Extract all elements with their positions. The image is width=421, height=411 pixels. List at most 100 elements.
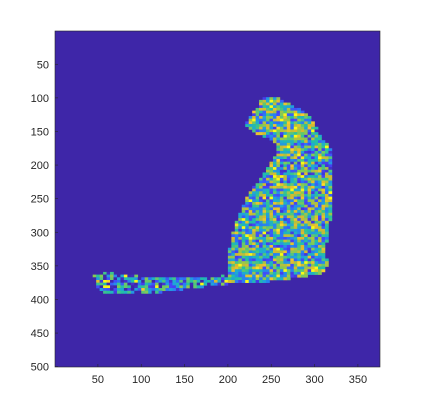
heatmap-cell	[321, 180, 326, 184]
heatmap-cell	[155, 290, 159, 294]
heatmap-cell	[286, 234, 291, 238]
heatmap-cell	[158, 285, 163, 289]
heatmap-cell	[123, 288, 128, 292]
heatmap-cell	[141, 288, 145, 292]
heatmap-cell	[328, 167, 333, 171]
heatmap-cell	[96, 274, 100, 278]
heatmap-cell	[307, 210, 312, 214]
heatmap-cell	[304, 142, 308, 146]
heatmap-cell	[293, 110, 298, 114]
heatmap-cell	[300, 188, 305, 192]
heatmap-cell	[290, 218, 295, 222]
heatmap-cell	[297, 234, 301, 238]
heatmap-cell	[276, 269, 281, 273]
heatmap-cell	[252, 250, 256, 254]
heatmap-cell	[217, 279, 222, 283]
heatmap-cell	[137, 282, 142, 286]
heatmap-cell	[179, 288, 184, 292]
heatmap-cell	[318, 169, 322, 173]
heatmap-cell	[266, 183, 270, 187]
heatmap-cell	[186, 282, 191, 286]
heatmap-cell	[286, 193, 291, 197]
heatmap-cell	[293, 124, 298, 128]
heatmap-cell	[96, 277, 100, 281]
heatmap-cell	[227, 255, 232, 259]
heatmap-cell	[276, 116, 281, 119]
heatmap-cell	[297, 274, 301, 278]
heatmap-cell	[262, 255, 267, 259]
heatmap-cell	[283, 269, 288, 273]
heatmap-cell	[314, 266, 319, 270]
heatmap-cell	[189, 285, 194, 289]
heatmap-cell	[224, 274, 229, 278]
heatmap-cell	[210, 279, 215, 283]
heatmap-cell	[269, 188, 274, 192]
heatmap-cell	[286, 145, 291, 149]
heatmap-cell	[286, 113, 291, 117]
heatmap-cell	[297, 220, 301, 224]
heatmap-cell	[290, 134, 295, 138]
heatmap-cell	[276, 113, 281, 117]
heatmap-cell	[272, 212, 277, 216]
heatmap-cell	[318, 207, 322, 211]
heatmap-cell	[231, 271, 236, 275]
heatmap-cell	[252, 236, 256, 240]
heatmap-cell	[103, 290, 107, 294]
heatmap-cell	[311, 204, 315, 208]
heatmap-cell	[207, 279, 211, 283]
heatmap-cell	[321, 255, 326, 259]
heatmap-cell	[252, 185, 256, 189]
heatmap-cell	[234, 266, 239, 270]
heatmap-cell	[307, 145, 312, 149]
heatmap-cell	[279, 266, 284, 270]
heatmap-cell	[297, 107, 301, 111]
heatmap-cell	[321, 247, 326, 251]
heatmap-cell	[269, 180, 274, 184]
heatmap-cell	[304, 137, 308, 141]
heatmap-cell	[279, 126, 284, 130]
heatmap-cell	[314, 212, 319, 216]
heatmap-cell	[266, 202, 270, 206]
heatmap-cell	[311, 239, 315, 243]
heatmap-cell	[297, 255, 301, 259]
heatmap-cell	[269, 236, 274, 240]
heatmap-cell	[279, 239, 284, 243]
heatmap-cell	[272, 239, 277, 243]
heatmap-cell	[255, 191, 260, 195]
heatmap-cell	[297, 193, 301, 197]
heatmap-cell	[231, 236, 236, 240]
heatmap-cell	[311, 191, 315, 195]
heatmap-cell	[290, 169, 295, 173]
heatmap-cell	[318, 271, 322, 275]
heatmap-cell	[304, 183, 308, 187]
heatmap-cell	[262, 188, 267, 192]
heatmap-cell	[165, 288, 170, 292]
heatmap-cell	[321, 239, 326, 243]
heatmap-cell	[207, 277, 211, 281]
heatmap-cell	[283, 242, 288, 246]
heatmap-cell	[307, 223, 312, 227]
heatmap-cell	[321, 193, 326, 197]
heatmap-cell	[238, 239, 243, 243]
heatmap-cell	[311, 210, 315, 214]
heatmap-cell	[276, 215, 281, 219]
heatmap-cell	[286, 207, 291, 211]
heatmap-cell	[328, 153, 333, 157]
heatmap-cell	[293, 274, 298, 278]
heatmap-cell	[286, 105, 291, 109]
heatmap-cell	[304, 196, 308, 200]
heatmap-cell	[314, 183, 319, 187]
heatmap-cell	[266, 116, 270, 119]
heatmap-cell	[300, 215, 305, 219]
heatmap-cell	[103, 274, 107, 278]
heatmap-cell	[262, 124, 267, 128]
heatmap-cell	[96, 285, 100, 289]
heatmap-cell	[286, 164, 291, 168]
heatmap-cell	[130, 290, 135, 294]
heatmap-cell	[307, 220, 312, 224]
heatmap-cell	[314, 242, 319, 246]
heatmap-cell	[155, 288, 159, 292]
heatmap-cell	[293, 118, 298, 122]
heatmap-cell	[276, 172, 281, 176]
